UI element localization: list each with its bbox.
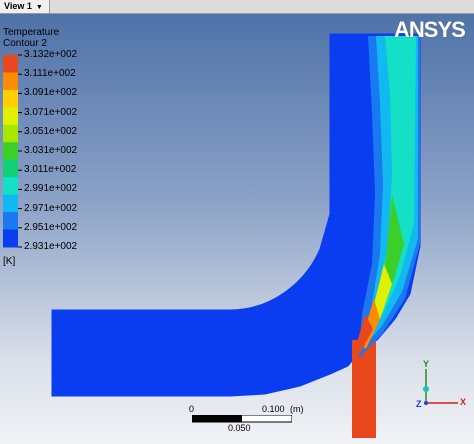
legend-variable-name: Temperature (3, 27, 60, 38)
ansys-logo: ANSYS (394, 17, 466, 42)
legend-swatch (3, 107, 18, 126)
axis-triad-graphic (423, 369, 458, 405)
chevron-down-icon[interactable]: ▼ (35, 4, 43, 11)
legend-tick-label: 2.991e+002 (24, 183, 78, 195)
pipe-body (51, 33, 421, 397)
legend-tick-label: 3.091e+002 (24, 87, 78, 99)
scale-bar: 0 0.100 (m) 0.050 (189, 404, 304, 434)
legend-swatch (3, 55, 18, 73)
tab-view-1[interactable]: View 1 ▼ (0, 0, 50, 13)
legend-contour-name: Contour 2 (3, 38, 47, 49)
legend-tick-label: 2.971e+002 (24, 202, 78, 214)
axis-triad: Y X Z (408, 359, 468, 419)
legend-colorbar (3, 54, 22, 248)
legend-tick-label: 3.011e+002 (24, 164, 77, 176)
axis-x-label: X (460, 397, 467, 407)
legend-title: Temperature Contour 2 (3, 27, 59, 49)
legend-tick-label: 2.951e+002 (24, 221, 78, 233)
legend-unit: [K] (3, 256, 16, 267)
scale-mid-label: 0.050 (228, 423, 251, 433)
plume-band-3 (372, 36, 416, 332)
legend-swatch (3, 159, 18, 178)
legend-swatch (3, 124, 18, 143)
legend-swatch (3, 212, 18, 231)
legend-swatch (3, 72, 18, 91)
axis-z-label: Z (416, 399, 422, 409)
legend-tick-label: 3.051e+002 (24, 125, 78, 137)
legend-tick-label: 3.132e+002 (24, 49, 78, 60)
view-tab-bar: View 1 ▼ (0, 0, 474, 14)
legend-swatch (3, 177, 18, 196)
legend-tick-label: 3.031e+002 (24, 145, 78, 156)
axis-y-label: Y (423, 359, 430, 369)
legend-swatch (3, 89, 18, 108)
graphics-viewport[interactable]: Temperature Contour 2 3.132e+002 3.111e+0… (0, 14, 474, 444)
legend-swatch (3, 229, 18, 248)
legend-tick-label: 2.931e+002 (24, 241, 78, 252)
scale-end-label: 0.100 (262, 404, 285, 414)
plume-band-7 (354, 314, 373, 359)
legend-tick-label: 3.071e+002 (24, 106, 78, 118)
legend-tick-label: 3.111e+002 (24, 68, 76, 80)
legend-swatch (3, 142, 18, 161)
scale-zero-label: 0 (189, 404, 195, 414)
scale-bar-graphic (192, 415, 292, 423)
scale-unit-label: (m) (290, 404, 304, 414)
legend-swatch (3, 194, 18, 213)
tab-label: View 1 (4, 1, 32, 11)
contour-scene (3, 33, 421, 438)
